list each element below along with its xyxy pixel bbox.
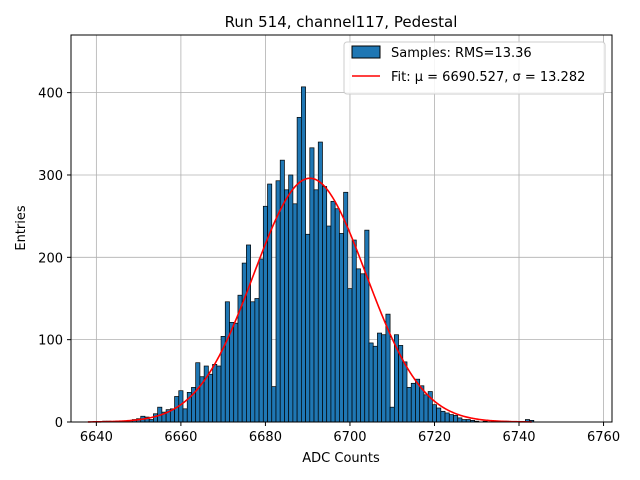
legend-histogram-label: Samples: RMS=13.36 xyxy=(391,46,532,61)
y-axis-label: Entries xyxy=(14,205,29,251)
fit-curve xyxy=(87,177,532,423)
chart-title: Run 514, channel117, Pedestal xyxy=(225,13,458,31)
histogram-bar xyxy=(364,229,370,423)
histogram-bar xyxy=(351,239,357,423)
fit-curve-layer xyxy=(87,177,532,423)
histogram-bar xyxy=(313,189,319,423)
histogram-bar xyxy=(241,262,247,423)
x-axis-label: ADC Counts xyxy=(302,451,380,466)
histogram-bar xyxy=(279,159,285,423)
histogram-bar xyxy=(212,364,218,423)
histogram-bar xyxy=(448,414,454,423)
histogram-bar xyxy=(153,413,158,423)
y-tick-label: 0 xyxy=(55,416,63,431)
histogram-bar xyxy=(444,412,450,423)
x-axis-ticks: 6640 6660 6680 6700 6720 6740 6760 xyxy=(80,422,620,445)
histogram-bar xyxy=(423,394,429,423)
histogram-bar xyxy=(250,301,256,423)
histogram-bar xyxy=(372,345,378,423)
histogram-bar xyxy=(402,361,408,423)
plot-frame xyxy=(70,34,613,423)
x-tick-label: 6660 xyxy=(164,430,197,445)
histogram-bar xyxy=(258,258,264,423)
y-tick-label: 400 xyxy=(38,87,63,102)
histogram-bar xyxy=(284,189,290,423)
histogram-bar xyxy=(389,406,395,423)
histogram-bar xyxy=(330,200,336,423)
histogram-bar xyxy=(381,334,387,423)
histogram-bar xyxy=(309,147,315,423)
histogram-bar xyxy=(195,362,201,423)
x-tick-label: 6700 xyxy=(333,430,366,445)
histogram-bar xyxy=(296,116,302,423)
legend-fit-label: Fit: μ = 6690.527, σ = 13.282 xyxy=(391,70,585,85)
histogram-bar xyxy=(406,387,412,423)
histogram-bar xyxy=(267,183,273,423)
histogram-bar xyxy=(457,417,463,423)
histogram-bar xyxy=(246,244,251,423)
histogram-bar xyxy=(292,203,298,423)
x-tick-label: 6760 xyxy=(587,430,620,445)
x-tick-label: 6720 xyxy=(418,430,451,445)
histogram-bar xyxy=(453,415,459,423)
legend-histogram-swatch xyxy=(351,45,381,59)
histogram-bar xyxy=(233,322,239,423)
histogram-bar xyxy=(355,268,361,423)
histogram-bar xyxy=(334,208,340,423)
histogram-bar xyxy=(229,322,235,423)
y-tick-label: 300 xyxy=(38,169,63,184)
histogram-bar xyxy=(224,301,230,423)
histogram-bar xyxy=(326,225,332,423)
histogram-bar xyxy=(339,233,344,423)
histogram-bar xyxy=(347,288,353,423)
histogram-bar xyxy=(432,404,437,423)
histogram-bar xyxy=(300,86,306,423)
y-axis-ticks: 0 100 200 300 400 xyxy=(38,87,71,431)
histogram-bars xyxy=(102,86,535,423)
histogram-bar xyxy=(254,298,260,423)
legend: Samples: RMS=13.36 Fit: μ = 6690.527, σ … xyxy=(343,41,606,95)
y-tick-label: 200 xyxy=(38,251,63,266)
x-tick-label: 6640 xyxy=(80,430,113,445)
histogram-bar xyxy=(182,408,188,423)
histogram-bar xyxy=(322,186,328,423)
histogram-bar xyxy=(305,233,311,423)
histogram-bar xyxy=(360,273,366,423)
histogram-bar xyxy=(216,365,222,423)
histogram-bar xyxy=(377,332,383,423)
histogram-bar xyxy=(271,386,277,423)
histogram-bar xyxy=(208,373,213,423)
histogram-bar xyxy=(436,407,442,423)
histogram-bar xyxy=(288,174,294,423)
y-tick-label: 100 xyxy=(38,334,63,349)
histogram-bar xyxy=(410,382,416,423)
histogram-bar xyxy=(368,342,374,423)
histogram-bar xyxy=(440,410,446,423)
x-tick-label: 6740 xyxy=(502,430,535,445)
x-tick-label: 6680 xyxy=(249,430,282,445)
legend-box xyxy=(343,41,606,95)
